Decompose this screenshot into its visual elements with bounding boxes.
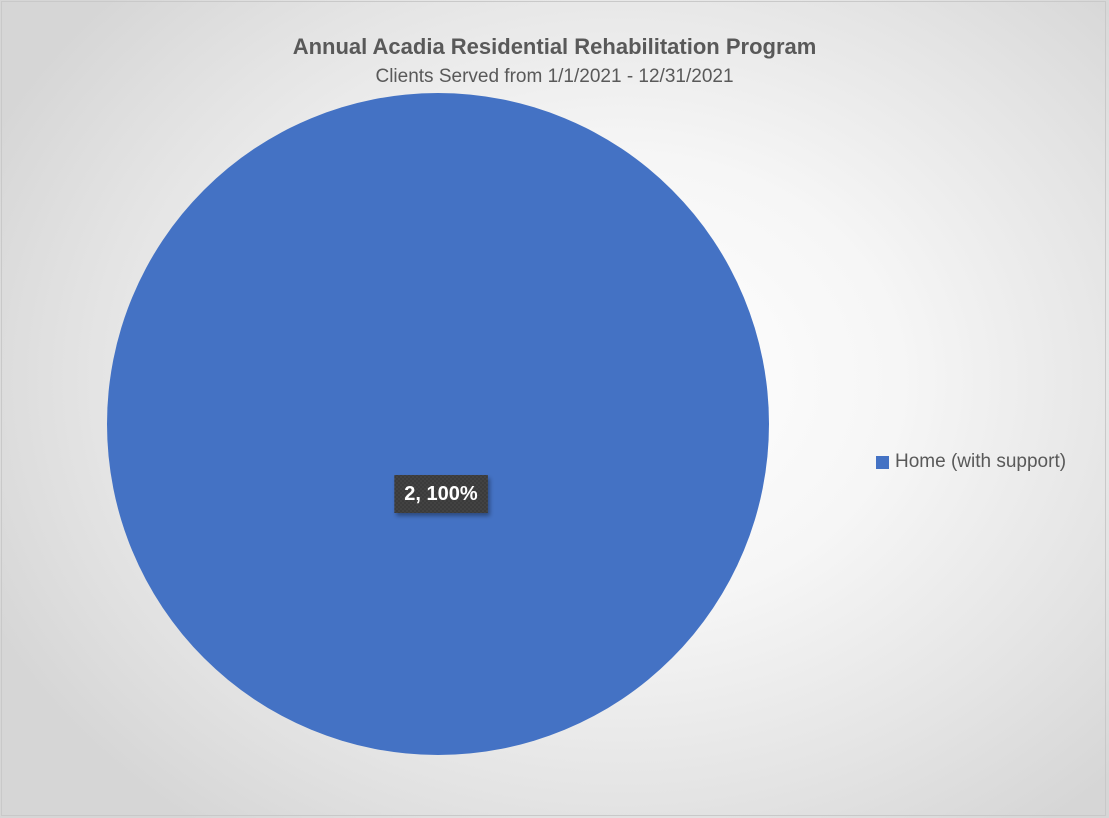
pie-data-labels: 2, 100%	[394, 475, 488, 513]
pie-slice-home-with-support	[107, 93, 769, 755]
chart-title: Annual Acadia Residential Rehabilitation…	[292, 34, 817, 59]
legend-label-home-with-support: Home (with support)	[895, 451, 1067, 472]
data-label-text: 2, 100%	[404, 483, 478, 505]
legend: Home (with support)	[876, 451, 1066, 473]
data-label-box	[394, 475, 488, 513]
legend-swatch-home-with-support	[876, 455, 889, 469]
chart-subtitle: Clients Served from 1/1/2021 - 12/31/202…	[375, 66, 734, 87]
data-label-home-with-support: 2, 100%	[394, 475, 488, 513]
pie-slices	[107, 93, 769, 755]
